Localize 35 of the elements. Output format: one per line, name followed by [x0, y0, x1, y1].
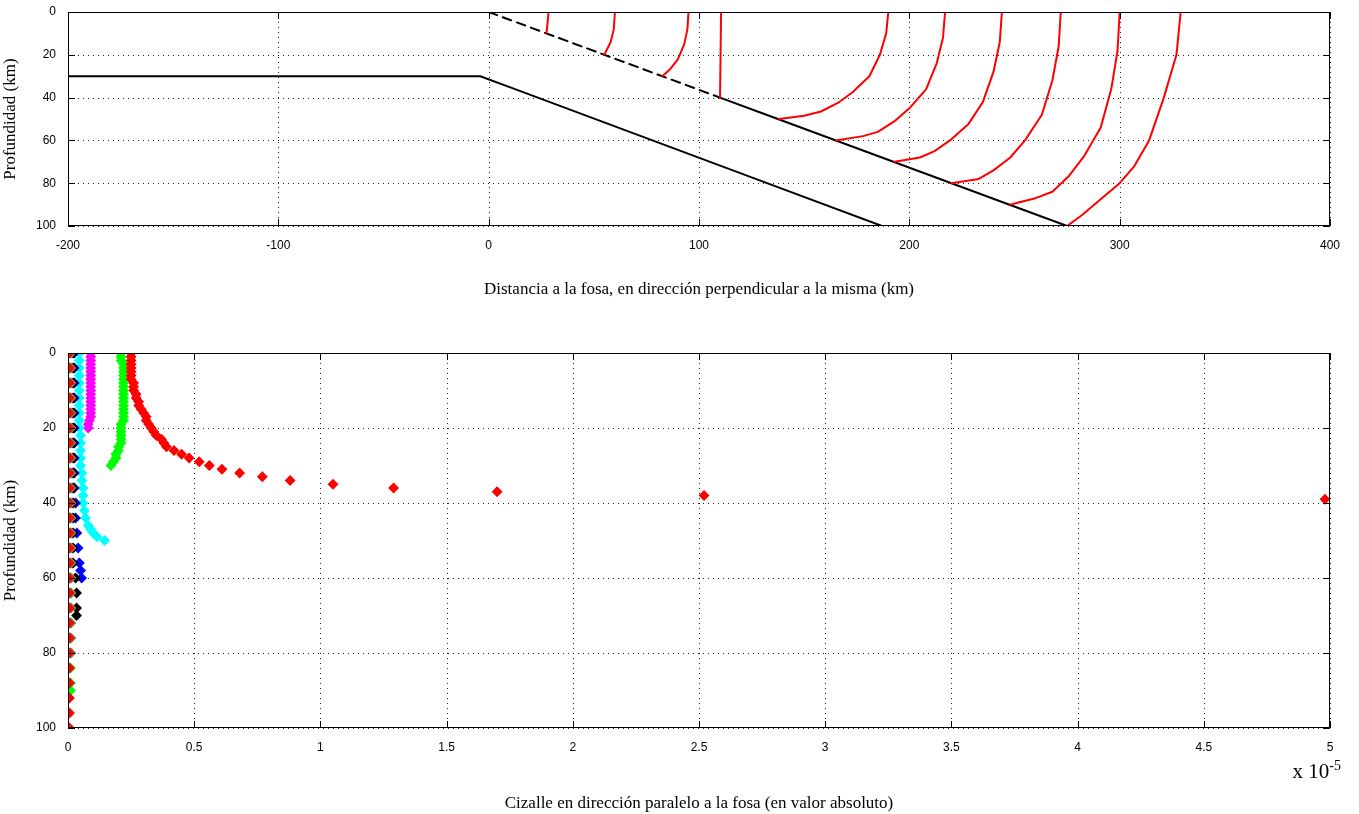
x-tick-label: 1.5: [438, 739, 456, 754]
text: x 10$^{-5}$: [1292, 758, 1341, 784]
y-tick-label: 40: [42, 89, 57, 104]
y-tick-label: 20: [42, 420, 57, 435]
x-tick-label: 5: [1326, 739, 1334, 754]
y-tick-label: 100: [35, 720, 57, 735]
x-tick-label: -100: [266, 237, 291, 252]
x-tick-label: 300: [1109, 237, 1130, 252]
y-tick-label: 80: [42, 645, 57, 660]
x-tick-label: 0: [64, 739, 72, 754]
x-tick-label: 100: [688, 237, 710, 252]
y-tick-label: 40: [42, 495, 57, 510]
x-tick-label: 1: [317, 739, 325, 754]
y-tick-label: 60: [42, 570, 57, 585]
x-axis-title: Distancia a la fosa, en dirección perpendicular a la misma (km): [483, 279, 915, 299]
x-tick-label: 200: [899, 237, 920, 252]
y-tick-label: 80: [42, 175, 57, 190]
x-tick-label: 2: [569, 739, 577, 754]
y-tick-label: 0: [49, 345, 57, 360]
x-tick-label: 2.5: [690, 739, 708, 754]
y-axis-title: Profundidad (km): [0, 58, 19, 180]
x-tick-label: 3: [821, 739, 829, 754]
y-tick-label: 100: [35, 218, 57, 233]
x-tick-label: 4.5: [1195, 739, 1213, 754]
y-tick-label: 20: [42, 47, 57, 62]
x-axis-title: Cizalle en dirección paralelo a la fosa (en valor absoluto): [504, 793, 894, 813]
y-tick-label: 0: [49, 4, 57, 19]
x-tick-label: -200: [55, 237, 81, 252]
x-tick-label: 0: [485, 237, 493, 252]
x-tick-label: 3.5: [943, 739, 961, 754]
x-tick-label: 400: [1319, 237, 1341, 252]
x-tick-label: 0.5: [185, 739, 203, 754]
y-axis-title: Profundidad (km): [0, 479, 19, 602]
x-tick-label: 4: [1074, 739, 1082, 754]
y-tick-label: 60: [42, 132, 57, 147]
